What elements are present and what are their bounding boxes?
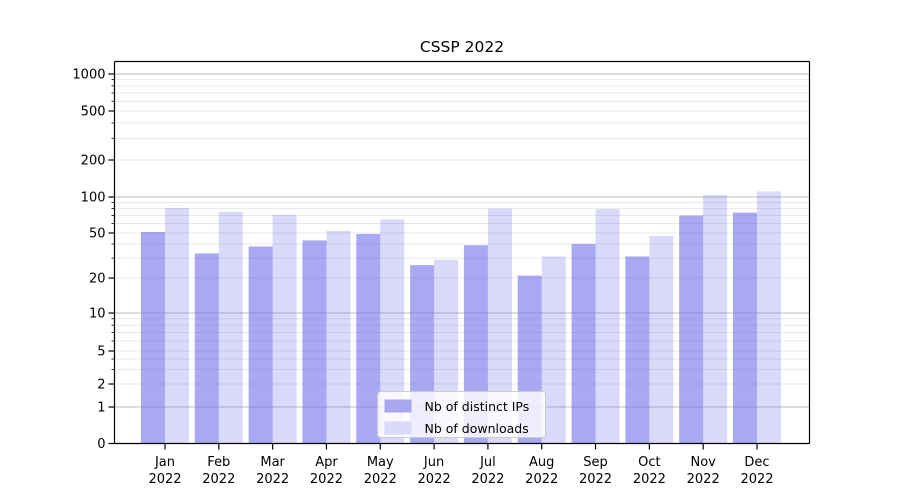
legend-label: Nb of distinct IPs	[425, 399, 530, 414]
legend-label: Nb of downloads	[425, 421, 529, 436]
x-tick-label-year: 2022	[148, 472, 181, 487]
bar-downloads-apr	[326, 230, 351, 444]
bar-ips-sep	[571, 243, 596, 444]
bar-downloads-jan	[165, 207, 189, 444]
y-tick-label: 50	[89, 227, 106, 242]
legend-box	[377, 391, 546, 438]
y-axis-tick-labels: 0 1 2 5 10 20 50 100 200 500 1000	[72, 68, 105, 453]
x-tick-label-year: 2022	[525, 472, 558, 487]
x-tick-label-year: 2022	[579, 472, 612, 487]
y-tick-label: 500	[81, 105, 106, 120]
x-tick-label-month: May	[367, 455, 394, 470]
y-tick-label: 200	[81, 154, 106, 169]
y-tick-label: 20	[89, 272, 106, 287]
legend-swatch-ips	[384, 399, 412, 413]
x-tick-label-month: Jun	[423, 455, 444, 470]
x-tick-label-month: Mar	[260, 455, 285, 470]
x-tick-label-year: 2022	[364, 472, 397, 487]
bar-downloads-nov	[703, 194, 728, 444]
y-tick-label: 10	[89, 307, 106, 322]
x-tick-label-year: 2022	[687, 472, 720, 487]
x-tick-label-month: Apr	[315, 455, 338, 470]
y-tick-label: 0	[97, 437, 105, 452]
bar-ips-oct	[625, 256, 650, 444]
bar-ips-jan	[141, 231, 165, 444]
bar-ips-feb	[194, 253, 219, 444]
x-tick-label-year: 2022	[418, 472, 451, 487]
legend-swatch-downloads	[384, 421, 412, 435]
y-tick-label: 100	[81, 191, 106, 206]
x-tick-label-month: Dec	[744, 455, 769, 470]
x-tick-label-month: Jan	[154, 455, 175, 470]
x-tick-label-year: 2022	[202, 472, 235, 487]
bar-downloads-oct	[649, 236, 674, 444]
bar-downloads-feb	[218, 211, 243, 444]
x-tick-label-month: Sep	[583, 455, 608, 470]
bar-ips-may	[356, 233, 381, 444]
bar-downloads-mar	[272, 214, 297, 444]
x-tick-label-month: Oct	[638, 455, 660, 470]
axes	[108, 60, 811, 450]
chart-title: CSSP 2022	[420, 38, 504, 56]
x-tick-label-year: 2022	[740, 472, 773, 487]
y-tick-label: 1000	[72, 68, 105, 83]
bar-ips-apr	[302, 240, 327, 444]
x-tick-label-year: 2022	[310, 472, 343, 487]
y-tick-label: 5	[97, 345, 105, 360]
legend: Nb of distinct IPs Nb of downloads	[377, 391, 546, 438]
x-axis-tick-labels: Jan 2022 Feb 2022 Mar 2022 Apr 2022 May 2022 Jun 20…	[148, 455, 773, 487]
x-tick-label-year: 2022	[471, 472, 504, 487]
x-tick-label-year: 2022	[256, 472, 289, 487]
x-tick-label-month: Feb	[207, 455, 230, 470]
bar-ips-dec	[733, 212, 757, 444]
bar-downloads-dec	[757, 191, 781, 444]
x-tick-label-month: Nov	[690, 455, 716, 470]
y-tick-label: 2	[97, 378, 105, 393]
bar-ips-nov	[679, 215, 704, 444]
x-tick-label-year: 2022	[633, 472, 666, 487]
bars	[141, 191, 781, 444]
x-tick-label-month: Aug	[529, 455, 554, 470]
bar-ips-mar	[248, 246, 273, 444]
bar-downloads-sep	[595, 209, 620, 444]
x-tick-label-month: Jul	[479, 455, 496, 470]
y-tick-label: 1	[97, 401, 105, 416]
